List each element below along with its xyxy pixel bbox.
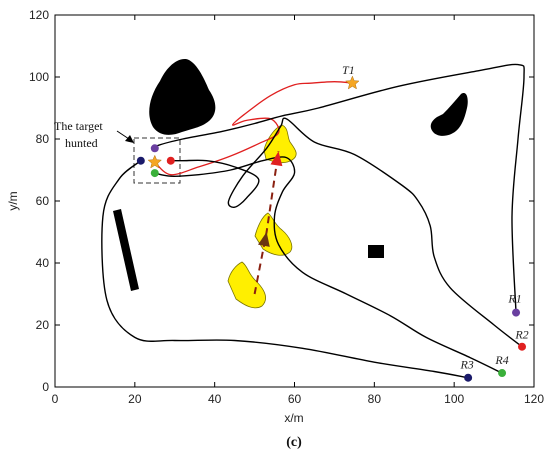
obstacles bbox=[113, 58, 468, 291]
obstacle-blob-right bbox=[430, 93, 468, 136]
annotation-line-1: The target bbox=[54, 119, 103, 133]
markers: T1 R1 R2 R3 R4 bbox=[136, 63, 529, 382]
obstacle-bar bbox=[113, 209, 139, 291]
annotation-arrowhead bbox=[125, 135, 134, 143]
trajectories bbox=[101, 63, 525, 379]
robot-label: R4 bbox=[494, 353, 508, 367]
robot-trajectory bbox=[154, 63, 525, 313]
y-tick-label: 60 bbox=[36, 194, 50, 208]
x-tick-label: 40 bbox=[208, 392, 222, 406]
target-end-star bbox=[147, 154, 163, 169]
obstacle-blob-top bbox=[149, 58, 216, 135]
annotation-line-2: hunted bbox=[65, 136, 98, 150]
y-tick-label: 120 bbox=[29, 8, 49, 22]
y-tick-label: 0 bbox=[42, 380, 49, 394]
y-tick-label: 100 bbox=[29, 70, 49, 84]
target-label: T1 bbox=[342, 63, 355, 77]
x-tick-label: 20 bbox=[128, 392, 142, 406]
robot-end-marker bbox=[150, 144, 159, 153]
x-tick-label: 100 bbox=[444, 392, 464, 406]
x-tick-label: 120 bbox=[524, 392, 544, 406]
target-start-star bbox=[345, 75, 360, 90]
motion-arrowhead bbox=[258, 232, 270, 247]
x-tick-label: 0 bbox=[52, 392, 59, 406]
x-tick-label: 80 bbox=[368, 392, 382, 406]
robot-label: R1 bbox=[507, 292, 521, 306]
x-tick-label: 60 bbox=[288, 392, 302, 406]
plot-area bbox=[55, 15, 534, 387]
team-motion-arrow bbox=[253, 151, 283, 295]
robot-trajectory bbox=[170, 117, 523, 348]
robot-end-marker bbox=[136, 156, 145, 165]
target-trajectory bbox=[154, 81, 353, 176]
robot-end-marker bbox=[150, 169, 159, 178]
robot-label: R3 bbox=[459, 358, 473, 372]
robot-trajectory bbox=[154, 156, 503, 374]
y-tick-label: 40 bbox=[36, 256, 50, 270]
robot-start-marker bbox=[518, 342, 527, 351]
robot-end-marker bbox=[166, 156, 175, 165]
robot-start-marker bbox=[512, 308, 521, 317]
obstacle-square bbox=[368, 245, 384, 258]
target-annotation: The target hunted bbox=[54, 119, 134, 150]
robot-start-marker bbox=[498, 369, 507, 378]
motion-arrowhead bbox=[270, 151, 283, 167]
y-tick-label: 20 bbox=[36, 318, 50, 332]
robot-label: R2 bbox=[514, 328, 528, 342]
y-tick-label: 80 bbox=[36, 132, 50, 146]
robot-start-marker bbox=[464, 373, 473, 382]
x-axis-label: x/m bbox=[284, 411, 303, 425]
y-axis-label: y/m bbox=[6, 191, 20, 210]
robot-trajectory bbox=[101, 160, 469, 379]
axis-ticks: 0 20 40 60 80 100 120 0 20 40 60 80 100 120 bbox=[29, 8, 544, 406]
formation-shape bbox=[263, 124, 297, 164]
formation-shape bbox=[227, 261, 266, 309]
figure-caption: (c) bbox=[286, 435, 302, 450]
